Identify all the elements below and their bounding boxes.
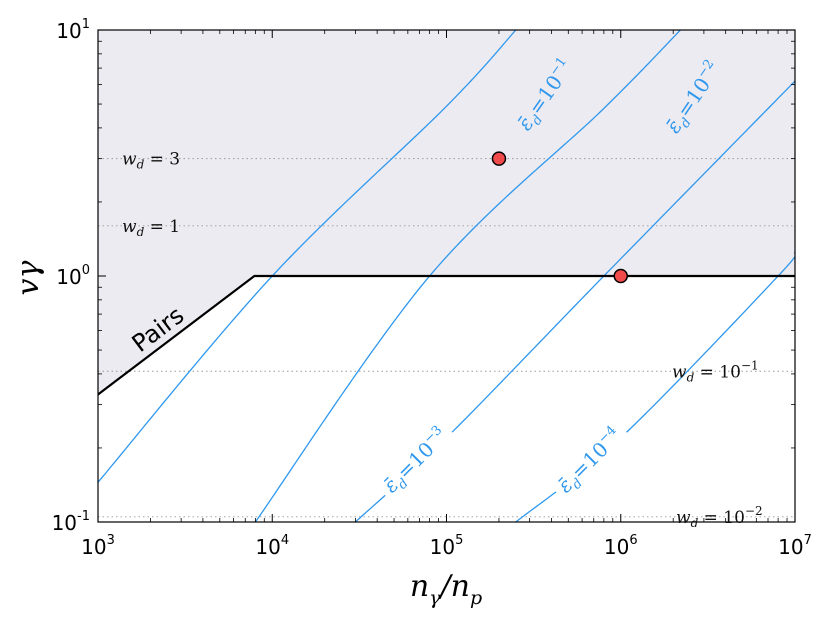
x-tick-exp: 7 — [804, 533, 812, 548]
x-title-main: n — [410, 569, 429, 604]
eps-label-bg — [375, 420, 458, 503]
x-tick-exp: 6 — [629, 533, 637, 548]
annotations: ε̄d=10−1ε̄d=10−2ε̄d=10−3ε̄d=10−4Pairswd … — [11, 51, 763, 609]
y-tick-label-2: 101 — [56, 17, 90, 43]
y-axis-title: vγ — [11, 260, 46, 295]
x-title-sub1: γ — [429, 587, 441, 609]
y-tick-label-0: 10-1 — [52, 509, 90, 535]
y-tick-base: 10 — [52, 511, 77, 535]
x-title-sub2: p — [470, 587, 482, 609]
wd-value: = 3 — [144, 150, 180, 170]
eps-label-text: ε̄d=10−3 — [378, 423, 455, 500]
x-tick-label-2: 105 — [430, 533, 464, 559]
x-tick-exp: 3 — [107, 533, 115, 548]
wd-label-1: wd = 1 — [122, 217, 180, 239]
y-tick-base: 10 — [56, 19, 81, 43]
x-tick-label-0: 103 — [81, 533, 115, 559]
shaded-region — [98, 30, 795, 395]
y-tick-label-1: 100 — [56, 263, 90, 289]
wd-sub: d — [687, 370, 695, 384]
x-tick-label-4: 107 — [778, 533, 812, 559]
wd-label-3: wd = 10−2 — [676, 504, 763, 530]
y-tick-exp: 0 — [82, 263, 90, 278]
wd-value: = 10 — [694, 362, 741, 382]
y-tick-exp: 1 — [82, 17, 90, 32]
x-tick-exp: 4 — [281, 533, 289, 548]
wd-prefix: w — [672, 362, 687, 382]
x-axis-title: nγ/np — [410, 569, 482, 609]
data-point-0 — [491, 151, 507, 166]
eps-label-3: ε̄d=10−4 — [550, 420, 633, 503]
wd-sub: d — [137, 158, 145, 172]
x-tick-base: 10 — [255, 535, 280, 559]
eps-label-bg — [659, 53, 731, 144]
wd-exp: −2 — [745, 504, 763, 518]
eps-label-bg — [550, 420, 633, 503]
x-tick-base: 10 — [604, 535, 629, 559]
wd-sub: d — [691, 516, 699, 530]
eps-curve-0 — [98, 30, 517, 483]
x-tick-base: 10 — [430, 535, 455, 559]
x-tick-label-1: 104 — [255, 533, 289, 559]
x-tick-base: 10 — [81, 535, 106, 559]
eps-label-bg — [510, 51, 584, 141]
eps-label-2: ε̄d=10−3 — [375, 420, 458, 503]
wd-sub: d — [137, 225, 145, 239]
x-title-slash: /n — [438, 569, 470, 604]
wd-value: = 1 — [144, 217, 180, 237]
x-tick-base: 10 — [778, 535, 803, 559]
wd-prefix: w — [676, 508, 691, 528]
wd-value: = 10 — [698, 508, 745, 528]
y-tick-exp: -1 — [77, 509, 90, 524]
wd-label-0: wd = 3 — [122, 150, 180, 172]
y-tick-base: 10 — [56, 265, 81, 289]
x-tick-label-3: 106 — [604, 533, 638, 559]
wd-prefix: w — [122, 217, 137, 237]
eps-curve-1 — [254, 30, 681, 522]
wd-exp: −1 — [741, 358, 759, 372]
data-point-1 — [613, 268, 628, 284]
x-tick-exp: 5 — [455, 533, 463, 548]
eps-label-text: ε̄d=10−4 — [552, 423, 629, 500]
wd-label-2: wd = 10−1 — [672, 358, 759, 384]
wd-prefix: w — [122, 150, 137, 170]
